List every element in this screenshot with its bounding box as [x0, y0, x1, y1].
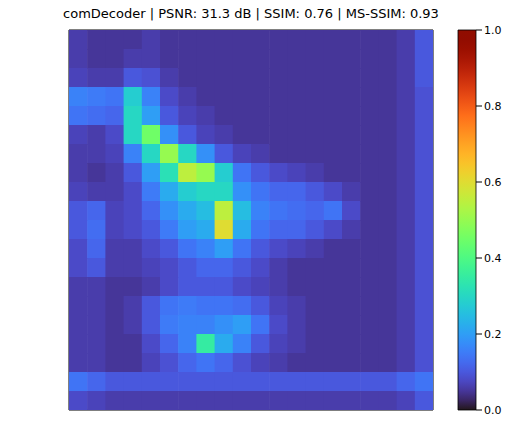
- svg-text:1.0: 1.0: [484, 24, 502, 37]
- svg-text:0.0: 0.0: [484, 404, 502, 417]
- html-text:comDecoder | PSNR: 31.3 dB | S: comDecoder | PSNR: 31.3 dB | SSIM: 0.76 …: [63, 6, 439, 21]
- svg-text:0.4: 0.4: [484, 252, 502, 265]
- svg-text:0.8: 0.8: [484, 100, 502, 113]
- svg-text:0.2: 0.2: [484, 328, 502, 341]
- svg-text:0.6: 0.6: [484, 176, 502, 189]
